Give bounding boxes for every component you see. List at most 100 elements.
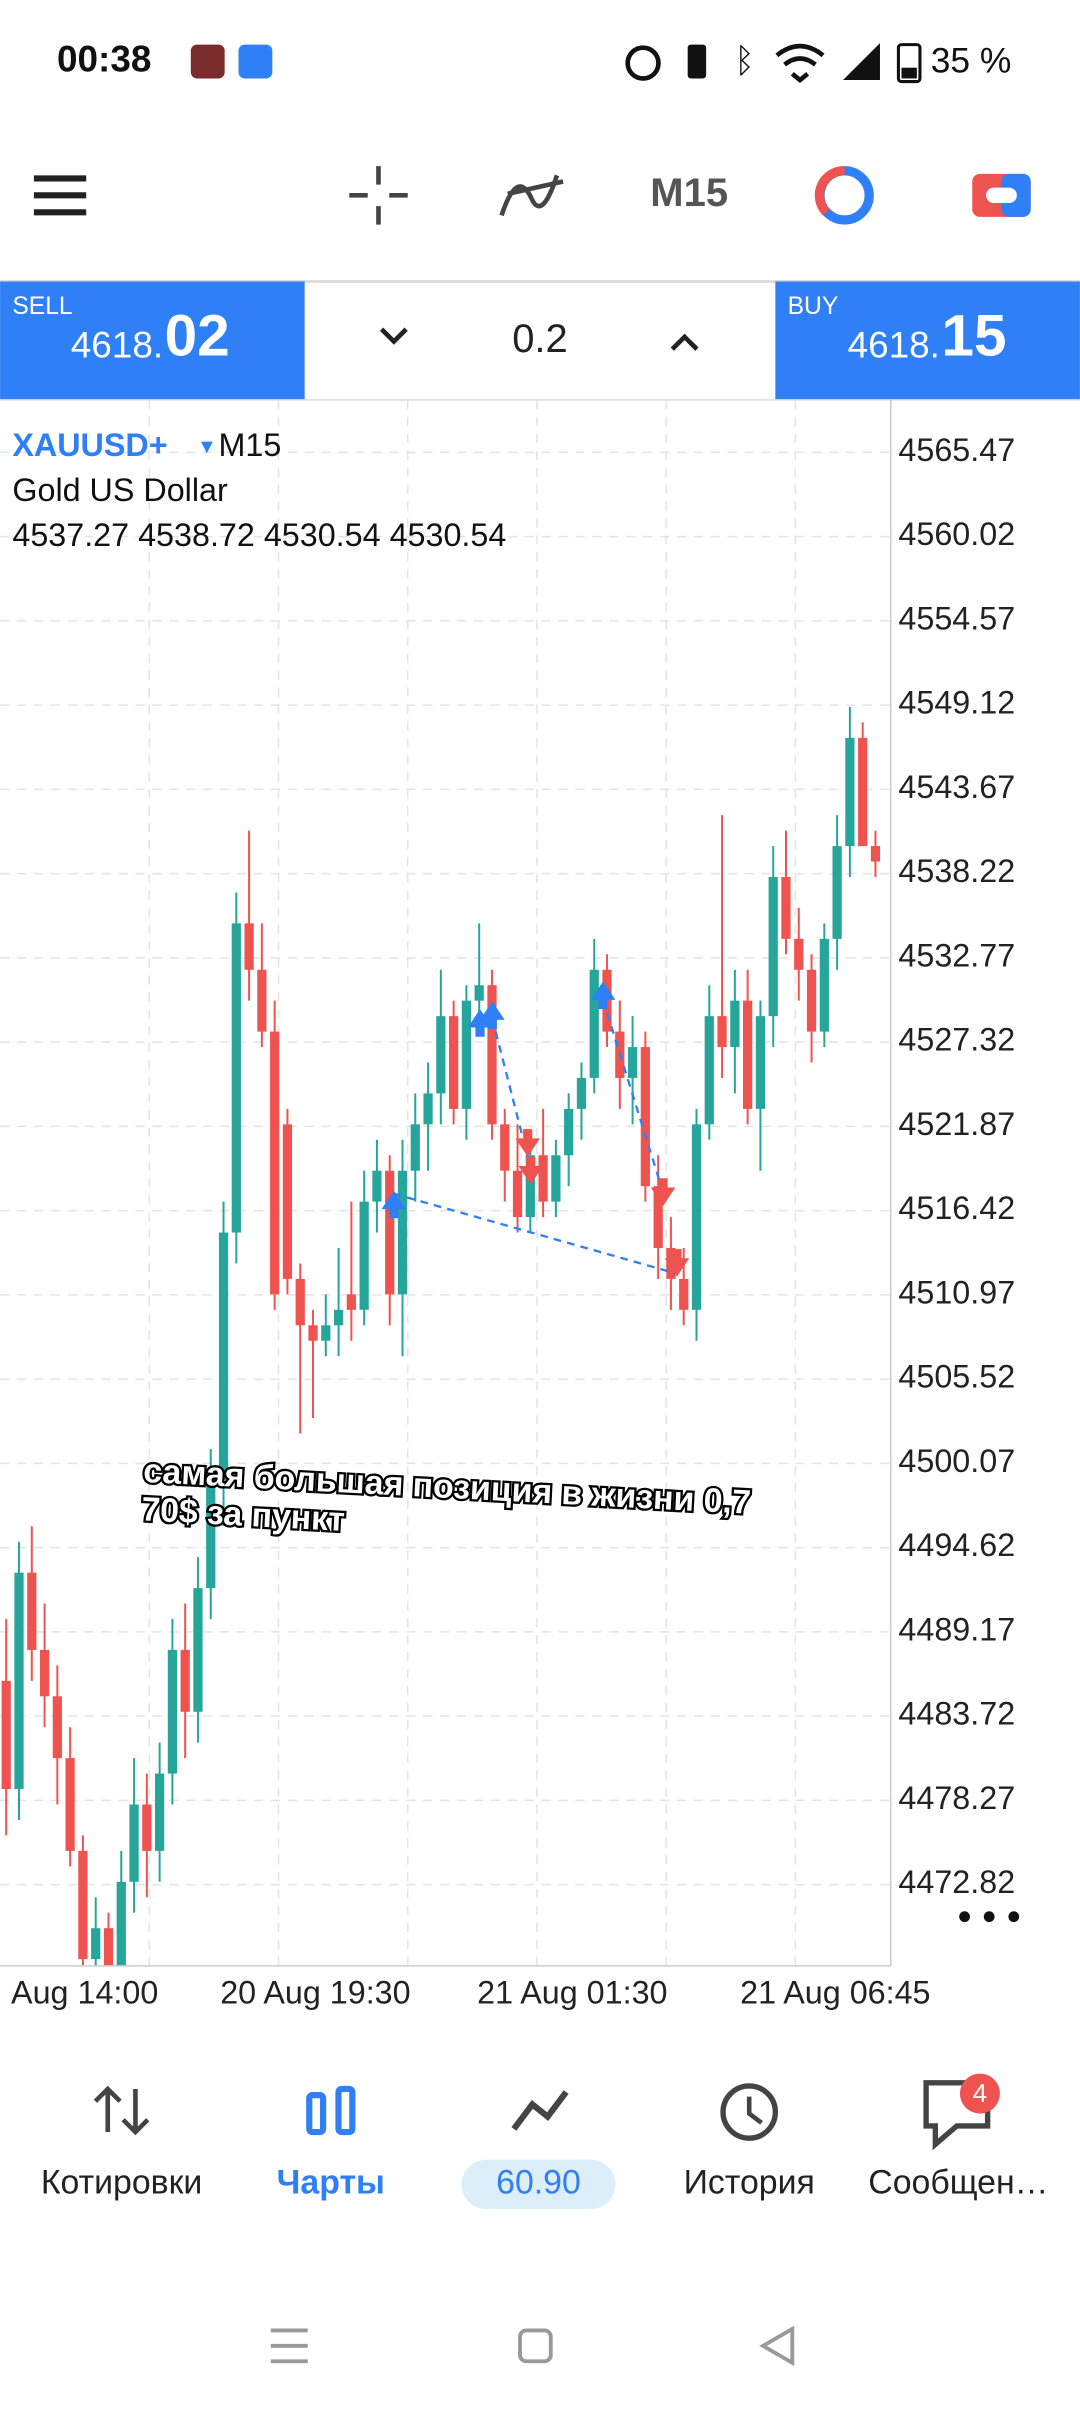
sell-label: SELL — [12, 293, 72, 320]
crosshair-button[interactable] — [349, 166, 408, 225]
candle-body — [730, 1000, 740, 1048]
open: 4537.27 — [12, 516, 129, 552]
x-tick-label: Aug 14:00 — [11, 1975, 158, 2011]
sell-arrow — [650, 1178, 676, 1206]
candle-body — [218, 1232, 229, 1480]
candle-body — [1, 1680, 11, 1790]
candle-body — [321, 1325, 331, 1341]
candle-body — [474, 985, 484, 1001]
quotes-icon — [93, 2085, 150, 2136]
volume-up[interactable] — [670, 333, 699, 351]
x-tick-label: 20 Aug 19:30 — [220, 1975, 410, 2011]
candle-body — [858, 737, 868, 847]
candle-body — [538, 1155, 548, 1202]
candle-body — [27, 1572, 37, 1650]
indicators-button[interactable] — [499, 174, 564, 217]
nav-quotes[interactable]: Котировки — [41, 2163, 202, 2201]
y-tick-label: 4494.62 — [898, 1527, 1015, 1563]
history-hand — [746, 2096, 763, 2125]
sell-price: 4618. — [71, 324, 163, 365]
battery-icon — [896, 43, 922, 84]
candle-body — [653, 1186, 663, 1249]
charts-icon — [306, 2085, 356, 2136]
candle-body — [257, 969, 267, 1032]
candle-body — [397, 1170, 408, 1295]
candle-body — [806, 969, 817, 1032]
y-tick-label: 4543.67 — [898, 769, 1015, 805]
candle-body — [52, 1696, 62, 1759]
candle-body — [180, 1649, 190, 1712]
candle-body — [167, 1649, 178, 1774]
candle-body — [691, 1124, 702, 1310]
candle-body — [346, 1294, 356, 1310]
buy-arrow — [590, 981, 616, 1010]
y-tick-label: 4554.57 — [898, 600, 1015, 636]
y-tick-label: 4483.72 — [898, 1696, 1015, 1732]
candle-body — [576, 1077, 587, 1109]
nav-history[interactable]: История — [684, 2163, 815, 2201]
candle-body — [525, 1155, 535, 1218]
candle-body — [295, 1278, 305, 1326]
candles — [1, 706, 881, 1966]
low: 4530.54 — [264, 516, 381, 552]
trade-markers — [381, 981, 690, 1277]
candle-body — [640, 1047, 650, 1187]
nav-home[interactable] — [518, 2328, 553, 2364]
nav-messages[interactable]: Сообщен… — [868, 2163, 1048, 2201]
timeframe-button[interactable]: M15 — [650, 171, 728, 215]
y-tick-label: 4472.82 — [898, 1864, 1015, 1900]
balance-pill — [461, 2159, 616, 2209]
candle-body — [129, 1804, 139, 1882]
candle-body — [206, 1479, 216, 1589]
symbol[interactable]: XAUUSD+ — [12, 427, 167, 463]
candle-body — [870, 846, 881, 862]
y-tick-label: 4560.02 — [898, 516, 1015, 552]
candle-body — [244, 923, 254, 970]
y-tick-label: 4521.87 — [898, 1106, 1015, 1142]
candle-body — [794, 938, 804, 970]
bluetooth-icon: ᛒ — [734, 42, 754, 80]
candle-body — [832, 846, 842, 939]
sell-price-big: 02 — [165, 303, 230, 368]
badge-count: 4 — [973, 2078, 988, 2108]
buy-button[interactable] — [775, 281, 1080, 400]
candle-body — [193, 1588, 203, 1712]
nav-trade[interactable]: 60.90 — [496, 2163, 581, 2201]
more-button[interactable] — [959, 1911, 1020, 1923]
y-tick-label: 4549.12 — [898, 685, 1015, 721]
volume[interactable]: 0.2 — [512, 317, 568, 361]
volume-down[interactable] — [379, 327, 408, 345]
candle-body — [385, 1170, 395, 1295]
sell-button[interactable] — [0, 281, 305, 400]
symbol-description: Gold US Dollar — [12, 472, 228, 508]
candle-body — [78, 1850, 88, 1960]
menu-button[interactable] — [33, 175, 87, 216]
alarm-icon — [625, 45, 661, 81]
trade-button-arc — [814, 166, 845, 216]
nav-charts[interactable]: Чарты — [277, 2163, 385, 2201]
buy-arrow — [381, 1190, 407, 1219]
candle-body — [359, 1201, 369, 1310]
candle-body — [308, 1325, 318, 1341]
candle-body — [564, 1108, 574, 1156]
status-time: 00:38 — [57, 38, 151, 79]
candle-body — [39, 1649, 50, 1697]
history-icon — [720, 2083, 779, 2141]
candle-body — [65, 1758, 75, 1851]
candle-body — [768, 877, 778, 1017]
y-tick-label: 4505.52 — [898, 1359, 1015, 1395]
candle-body — [755, 1016, 766, 1109]
nav-recents[interactable] — [270, 2328, 308, 2364]
candle-body — [282, 1124, 293, 1279]
symbol-dropdown[interactable]: ▼ — [197, 436, 217, 458]
nav-back[interactable] — [759, 2325, 795, 2367]
app-icon — [238, 44, 273, 79]
ohlc: 4537.27 4538.72 4530.54 4530.54 — [12, 516, 506, 552]
candle-body — [142, 1804, 152, 1851]
wifi-icon — [775, 43, 825, 83]
candle-body — [270, 1031, 280, 1295]
badge — [959, 2073, 1000, 2114]
x-tick-label: 21 Aug 01:30 — [477, 1975, 667, 2011]
